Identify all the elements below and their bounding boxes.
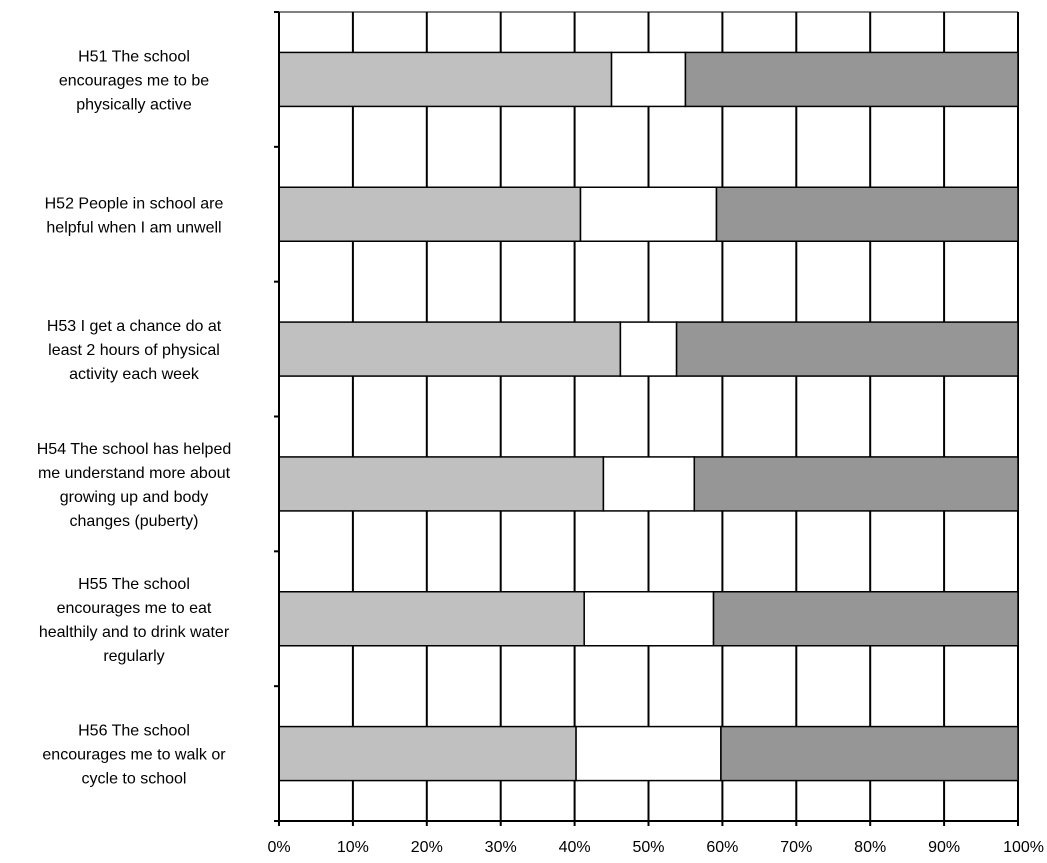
bar-segment — [602, 456, 696, 512]
bar-segment — [720, 725, 1019, 782]
bars — [278, 51, 1019, 782]
x-tick-label: 90% — [928, 839, 960, 856]
category-label: least 2 hours of physical — [48, 342, 220, 359]
category-label: H56 The school — [78, 723, 190, 740]
x-tick-label: 30% — [485, 839, 517, 856]
bar-segment — [610, 51, 687, 108]
category-label: changes (puberty) — [70, 513, 199, 530]
category-label: H54 The school has helped — [37, 441, 232, 458]
category-label: activity each week — [69, 366, 200, 383]
bar-segment — [278, 456, 605, 512]
bar-segment — [684, 51, 1019, 108]
bar-segment — [583, 591, 715, 647]
category-label: healthily and to drink water — [39, 624, 230, 641]
category-label: physically active — [76, 96, 192, 113]
category-label: encourages me to be — [59, 72, 209, 89]
x-tick-label: 80% — [854, 839, 886, 856]
bar-segment — [278, 725, 577, 782]
category-label: H53 I get a chance do at — [47, 318, 222, 335]
gridlines — [278, 11, 1019, 821]
category-label: encourages me to eat — [57, 600, 212, 617]
bar-segment — [278, 321, 622, 377]
x-tick-label: 0% — [267, 839, 290, 856]
bar-segment — [712, 591, 1019, 647]
bar-segment — [278, 51, 613, 108]
category-label: H51 The school — [78, 48, 190, 65]
bar-segment — [278, 591, 585, 647]
bar-segment — [278, 186, 582, 242]
category-labels: H51 The school encourages me to be physica… — [37, 48, 232, 787]
x-tick-label: 50% — [632, 839, 664, 856]
x-tick-label: 100% — [1003, 839, 1044, 856]
category-label: helpful when I am unwell — [46, 219, 221, 236]
bar-segment — [575, 725, 722, 782]
category-label: H55 The school — [78, 576, 190, 593]
category-label: regularly — [103, 648, 164, 665]
x-tick-labels: 0% 10% 20% 30% 40% 50% 60% 70% 80% 90% 100% — [267, 839, 1044, 856]
bar-segment — [693, 456, 1019, 512]
category-label: H52 People in school are — [45, 195, 224, 212]
x-tick-label: 10% — [337, 839, 369, 856]
category-label: me understand more about — [38, 465, 231, 482]
category-label: cycle to school — [82, 771, 187, 788]
bar-segment — [619, 321, 678, 377]
x-tick-label: 70% — [780, 839, 812, 856]
x-tick-label: 40% — [559, 839, 591, 856]
category-label: growing up and body — [60, 489, 209, 506]
category-label: encourages me to walk or — [42, 747, 226, 764]
bar-segment — [675, 321, 1019, 377]
axes — [274, 11, 1019, 826]
bar-segment — [715, 186, 1019, 242]
x-tick-label: 20% — [411, 839, 443, 856]
bar-segment — [579, 186, 718, 242]
x-tick-label: 60% — [706, 839, 738, 856]
